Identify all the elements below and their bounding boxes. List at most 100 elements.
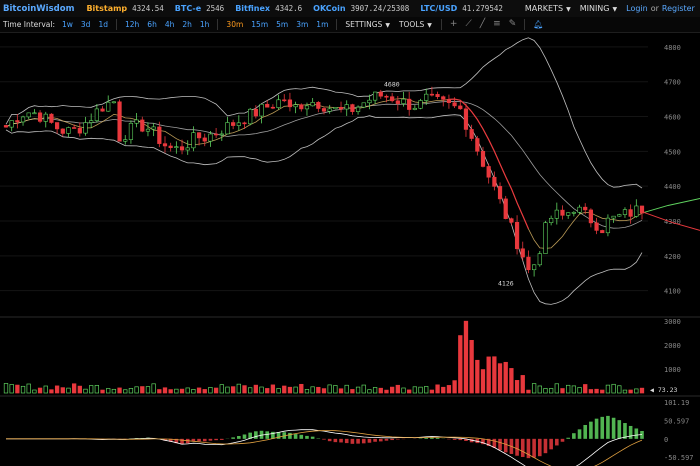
volume-bar [60,387,65,394]
macd-histogram-bar [265,431,270,439]
candle [407,91,412,116]
macd-histogram-bar [310,436,315,439]
exchange-ticker-bitstamp[interactable]: Bitstamp 4324.54 [86,4,163,13]
candle-body [117,101,122,142]
interval-1h[interactable]: 1h [199,20,210,29]
exchange-price: 4324.54 [132,4,164,13]
macd-histogram-bar [242,434,247,439]
interval-4h[interactable]: 4h [164,20,175,29]
volume-bar [611,383,616,394]
candle-body [577,206,582,213]
candle-body [514,222,520,250]
candle [617,213,622,217]
exchange-ticker-bitfinex[interactable]: Bitfinex 4342.6 [235,4,302,13]
macd-histogram-bar [191,438,196,442]
volume-bar [401,387,406,394]
fib-tool-icon[interactable]: ≡ [493,19,501,29]
macd-histogram-bar [396,438,400,440]
candle [373,91,378,105]
interval-30m[interactable]: 30m [226,20,244,29]
candle [622,207,628,218]
candle-body [219,133,224,136]
volume-bar [361,384,366,394]
price-chart[interactable]: 4800 4700 4600 4500 4400 4300 4200 4100 4680 4126… [0,33,700,466]
exchange-ticker-btce[interactable]: BTC-e 2546 [175,4,224,13]
candle-body [378,91,383,97]
candle [191,126,196,152]
interval-1w[interactable]: 1w [62,20,73,29]
candle-body [304,105,310,110]
login-link[interactable]: Login [626,4,648,13]
volume-bar [276,388,281,394]
candle-body [566,212,571,216]
macd-histogram-bar [594,418,599,439]
candle [571,211,576,217]
line-tool-icon[interactable]: ⟋ [465,19,472,29]
ray-tool-icon[interactable]: ╱ [479,19,486,29]
candle-body [9,120,14,128]
interval-1m[interactable]: 1m [316,20,329,29]
volume-bar [185,387,190,394]
macd-histogram-bar [617,420,622,439]
macd-histogram-bar [180,438,184,445]
bell-icon[interactable]: 🔔︎ [533,20,544,29]
candle-body [390,96,395,102]
candle [310,97,315,107]
interval-12h[interactable]: 12h [125,20,140,29]
volume-bar [191,389,196,394]
candle [435,91,440,100]
volume-bar [497,363,503,394]
candle-body [583,206,588,211]
candle-body [458,105,463,110]
candle [140,116,145,133]
crosshair-icon[interactable]: + [449,19,458,29]
volume-bar [384,389,389,394]
exchange-ticker-okcoin[interactable]: OKCoin 3907.24/25308 [313,4,409,13]
candle-body [395,100,400,104]
pen-tool-icon[interactable]: ✎ [508,19,517,29]
candle-body [174,146,179,148]
register-link[interactable]: Register [661,4,695,13]
mining-menu[interactable]: MINING ▼ [580,4,617,13]
candle [492,171,497,191]
candle [259,103,264,124]
candle [509,217,514,226]
macd-histogram-bar [299,434,304,439]
candle [299,103,304,112]
candle [514,215,520,255]
volume-bar [236,383,241,394]
interval-1d[interactable]: 1d [98,20,108,29]
price-annotation: 4680 [384,81,400,89]
interval-3m[interactable]: 3m [296,20,309,29]
volume-bar [588,389,594,394]
site-logo[interactable]: BitcoinWisdom [3,3,75,14]
interval-15m[interactable]: 15m [251,20,269,29]
candle-body [384,95,389,98]
interval-5m[interactable]: 5m [276,20,289,29]
volume-bar [168,389,173,394]
volume-bar [424,386,429,394]
settings-menu[interactable]: SETTINGS ▼ [345,20,390,29]
interval-2h[interactable]: 2h [182,20,192,29]
candle [588,208,593,228]
candle-body [424,93,429,101]
tools-menu[interactable]: TOOLS ▼ [399,20,432,29]
time-interval-label: Time Interval: [3,20,55,29]
candle [475,135,480,156]
volume-bar [435,384,440,394]
interval-3d[interactable]: 3d [80,20,91,29]
candle [287,92,293,112]
candle-body [373,91,378,101]
volume-bar [248,387,253,394]
macd-histogram-bar [248,432,252,439]
volume-bar [287,386,293,394]
toolbar-divider [116,19,117,30]
volume-bar [151,383,156,394]
candle [208,131,213,147]
markets-menu[interactable]: MARKETS ▼ [525,4,571,13]
interval-6h[interactable]: 6h [147,20,157,29]
volume-bar [492,356,497,394]
macd-histogram-bar [543,438,548,454]
exchange-ticker-ltcusd[interactable]: LTC/USD 41.279542 [420,4,503,13]
macd-histogram-bar [373,438,377,442]
